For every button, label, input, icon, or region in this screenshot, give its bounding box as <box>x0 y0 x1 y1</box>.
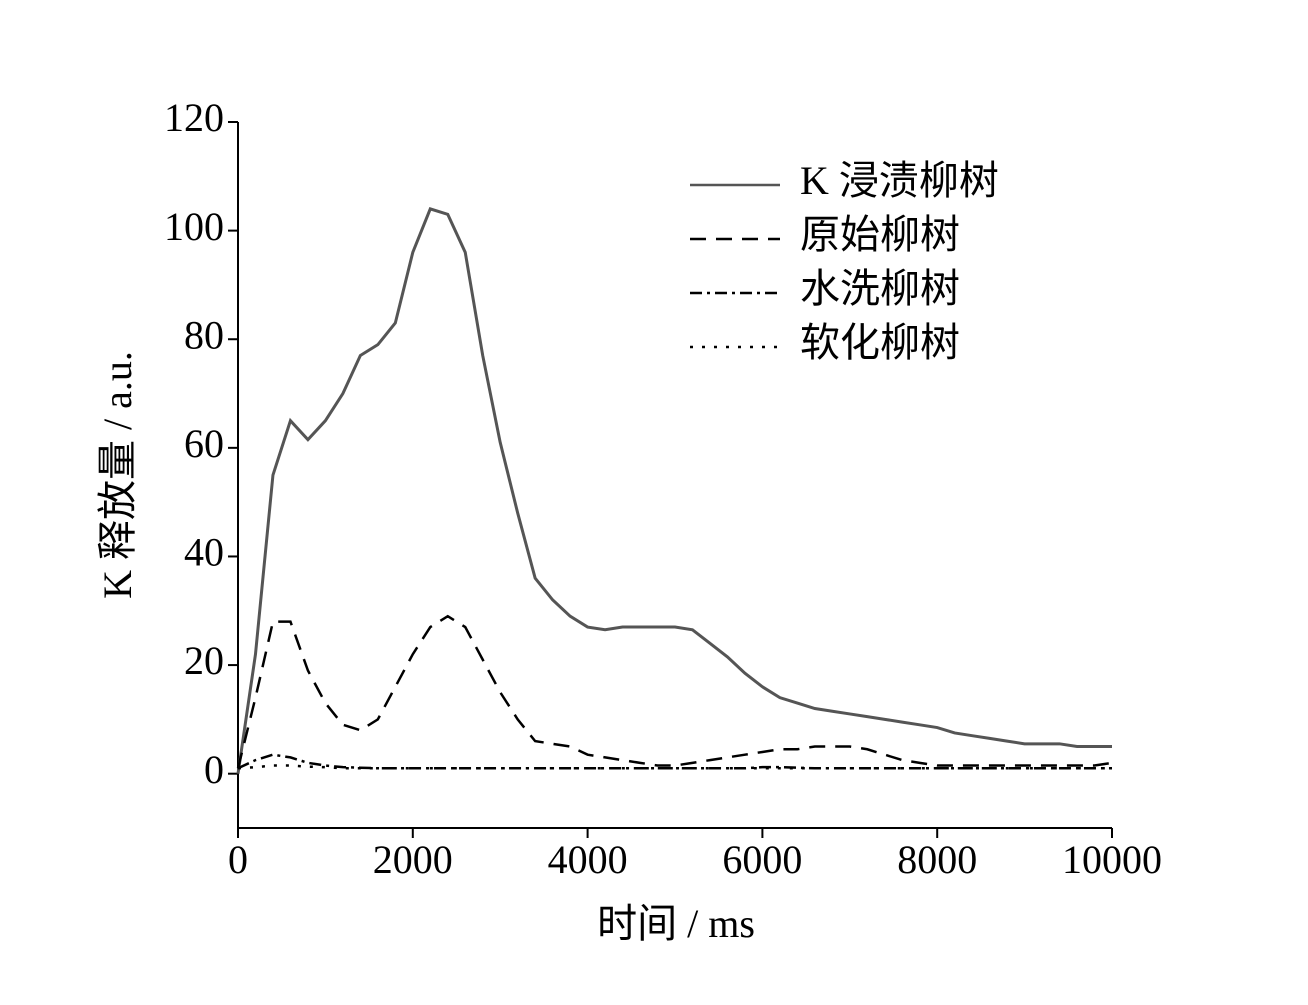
y-tick-label: 60 <box>184 421 224 466</box>
x-tick-label: 6000 <box>722 837 802 882</box>
y-tick-label: 80 <box>184 312 224 357</box>
x-tick-label: 10000 <box>1062 837 1162 882</box>
y-tick-label: 100 <box>164 204 224 249</box>
y-tick-label: 120 <box>164 95 224 140</box>
legend-label: 软化柳树 <box>800 320 960 365</box>
legend-label: 原始柳树 <box>800 212 960 257</box>
y-axis-label: K 释放量 / a.u. <box>95 351 140 599</box>
y-tick-label: 0 <box>204 747 224 792</box>
series-line <box>236 207 1112 774</box>
x-tick-label: 8000 <box>897 837 977 882</box>
legend-label: 水洗柳树 <box>800 266 960 311</box>
x-tick-label: 2000 <box>373 837 453 882</box>
x-axis-label: 时间 / ms <box>597 901 755 946</box>
series-line <box>237 764 1112 770</box>
y-tick-label: 20 <box>184 638 224 683</box>
x-tick-label: 0 <box>228 837 248 882</box>
x-tick-label: 4000 <box>548 837 628 882</box>
y-tick-label: 40 <box>184 530 224 575</box>
legend-label: K 浸渍柳树 <box>800 158 999 203</box>
series-line <box>236 614 1113 769</box>
series-line <box>237 753 1112 770</box>
